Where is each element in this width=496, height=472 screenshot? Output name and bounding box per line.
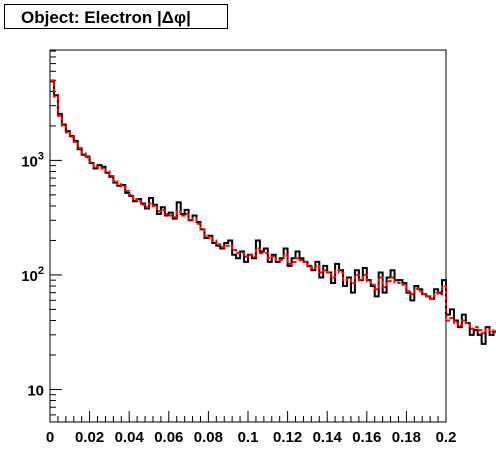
plot-frame (49, 49, 447, 423)
x-tick-label: 0.02 (75, 429, 104, 446)
x-tick-label: 0.14 (313, 429, 343, 446)
histogram-series (50, 79, 496, 345)
y-tick-label: 10 (27, 382, 44, 399)
x-tick-label: 0.1 (238, 429, 259, 446)
series-solid-black (50, 80, 496, 345)
x-tick-label: 0 (46, 429, 54, 446)
y-tick-label: 103 (21, 150, 44, 170)
axis-ticks (49, 50, 447, 422)
x-tick-labels: 0 0.02 0.04 0.06 0.08 0.1 0.12 0.14 0.16 0.18 0.2 (46, 429, 457, 446)
x-tick-label: 0.2 (436, 429, 457, 446)
x-tick-label: 0.08 (194, 429, 223, 446)
chart-title: Object: Electron |Δφ| (21, 8, 191, 27)
chart-title-box: Object: Electron |Δφ| (4, 4, 228, 29)
x-tick-label: 0.04 (115, 429, 145, 446)
x-tick-label: 0.16 (352, 429, 381, 446)
series-dashed-red (50, 79, 496, 335)
x-tick-label: 0.12 (273, 429, 302, 446)
x-tick-label: 0.06 (154, 429, 183, 446)
x-tick-label: 0.18 (392, 429, 421, 446)
y-tick-label: 102 (21, 265, 44, 285)
y-tick-labels: 10 102 103 (21, 150, 44, 399)
